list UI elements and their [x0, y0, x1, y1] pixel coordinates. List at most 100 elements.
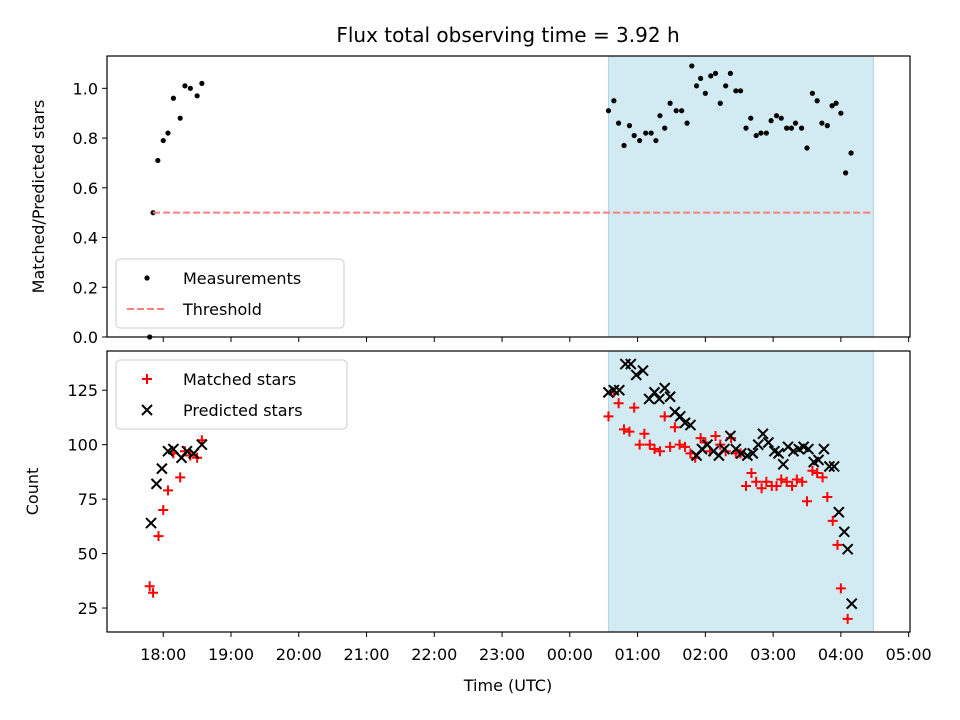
- measurements-point: [804, 145, 810, 151]
- measurements-point: [605, 108, 612, 114]
- matched-stars-point: [807, 465, 818, 476]
- predicted-stars-point: [752, 438, 764, 451]
- matched-stars-point: [817, 472, 828, 483]
- top-y-tick-label: 0.2: [73, 278, 98, 297]
- measurements-point: [637, 137, 643, 144]
- panel-top: 0.0 0.2 0.4 0.6 0.8 1.0 Matched/Predicted star…: [29, 55, 911, 347]
- predicted-stars-point: [735, 447, 747, 460]
- matched-stars-point: [832, 539, 843, 550]
- measurements-point: [611, 98, 617, 104]
- measurements-point: [712, 70, 719, 77]
- measurements-point: [798, 125, 805, 131]
- matched-stars-point: [674, 439, 685, 450]
- measurements-point: [643, 130, 649, 136]
- matched-stars-point: [162, 485, 173, 496]
- x-tick-label: 01:00: [615, 645, 661, 664]
- measurements-point: [792, 120, 799, 126]
- top-y-tick-label: 0.0: [73, 328, 98, 347]
- top-y-tick-label: 0.8: [73, 129, 98, 148]
- bottom-y-tick-label: 125: [67, 381, 98, 400]
- measurements-point: [621, 142, 627, 149]
- matched-stars-point: [153, 531, 164, 542]
- measurements-point: [662, 125, 668, 131]
- measurements-point: [743, 125, 749, 131]
- measurements-point: [155, 157, 161, 164]
- measurements-point: [733, 88, 739, 94]
- measurements-point: [199, 80, 205, 86]
- x-tick-label: 18:00: [140, 645, 186, 664]
- matched-stars-point: [629, 402, 640, 413]
- predicted-stars-point: [630, 369, 642, 381]
- matched-stars-point: [787, 481, 798, 492]
- predicted-stars-point: [757, 428, 769, 440]
- predicted-stars-point: [653, 393, 665, 405]
- predicted-stars-point: [841, 543, 854, 555]
- legend-threshold-label: Threshold: [182, 300, 262, 319]
- matched-stars-point: [771, 481, 782, 492]
- matched-stars-point: [680, 441, 691, 452]
- predicted-stars-point: [838, 526, 850, 538]
- predicted-stars-point: [828, 460, 840, 473]
- predicted-stars-point: [648, 386, 661, 399]
- predicted-stars-point: [167, 443, 180, 455]
- matched-stars-point: [761, 476, 772, 487]
- matched-stars-point: [842, 613, 853, 624]
- predicted-stars-point: [674, 410, 686, 423]
- legend-matched-stars-label: Matched stars: [183, 370, 296, 389]
- bottom-legend: [115, 359, 348, 430]
- x-tick-label: 02:00: [682, 645, 728, 664]
- measurements-point: [631, 132, 637, 139]
- matched-stars-point: [797, 476, 808, 487]
- bottom-y-tick-label: 25: [78, 599, 98, 618]
- x-tick-label: 05:00: [886, 645, 932, 664]
- top-y-axis-title: Matched/Predicted stars: [29, 100, 48, 294]
- matched-stars-point: [822, 491, 833, 502]
- predicted-stars-point: [718, 443, 731, 455]
- bottom-plot-frame: [106, 350, 911, 633]
- top-y-tick-label: 1.0: [73, 79, 98, 98]
- matched-stars-point: [659, 411, 670, 422]
- measurements-point: [748, 115, 754, 121]
- chart-title: Flux total observing time = 3.92 h: [336, 23, 679, 47]
- top-plot-frame: [106, 55, 911, 338]
- predicted-stars-point: [802, 443, 815, 455]
- measurements-point: [727, 70, 734, 77]
- measurements-point: [773, 113, 780, 119]
- matched-stars-point: [781, 476, 792, 487]
- predicted-stars-point: [724, 430, 737, 442]
- matched-stars-point: [746, 467, 757, 478]
- measurements-point: [177, 115, 183, 121]
- matched-stars-point: [624, 426, 635, 437]
- matched-stars-point: [756, 483, 767, 494]
- predicted-stars-point: [181, 445, 193, 457]
- measurements-point: [679, 108, 685, 114]
- bottom-highlight-span: [607, 350, 874, 633]
- x-tick-label: 21:00: [343, 645, 389, 664]
- panel-bottom: 25 50 75 100 125 18:00 19:00 20:00 21:00 22:00 23:…: [23, 350, 932, 664]
- matched-stars-point: [835, 583, 846, 594]
- measurements-point: [768, 118, 774, 124]
- matched-stars-point: [741, 481, 752, 492]
- matched-stars-point: [751, 476, 762, 487]
- measurements-point: [693, 83, 700, 89]
- matched-stars-point: [158, 505, 169, 516]
- x-tick-label: 00:00: [547, 645, 593, 664]
- measurements-point: [160, 137, 166, 144]
- top-legend: [115, 258, 345, 329]
- measurements-point: [698, 75, 704, 81]
- predicted-stars-point: [846, 597, 858, 610]
- predicted-stars-point: [196, 438, 208, 451]
- measurements-point: [689, 63, 695, 69]
- measurements-point: [763, 130, 769, 136]
- measurements-point: [702, 90, 708, 96]
- predicted-stars-point: [145, 517, 157, 529]
- measurements-point: [788, 125, 795, 131]
- matched-stars-point: [801, 496, 812, 507]
- matched-stars-point: [665, 441, 676, 452]
- measurements-point: [194, 93, 200, 99]
- measurements-point: [708, 73, 714, 79]
- matched-stars-point: [603, 411, 614, 422]
- predicted-stars-point: [747, 447, 759, 460]
- x-tick-label: 03:00: [750, 645, 796, 664]
